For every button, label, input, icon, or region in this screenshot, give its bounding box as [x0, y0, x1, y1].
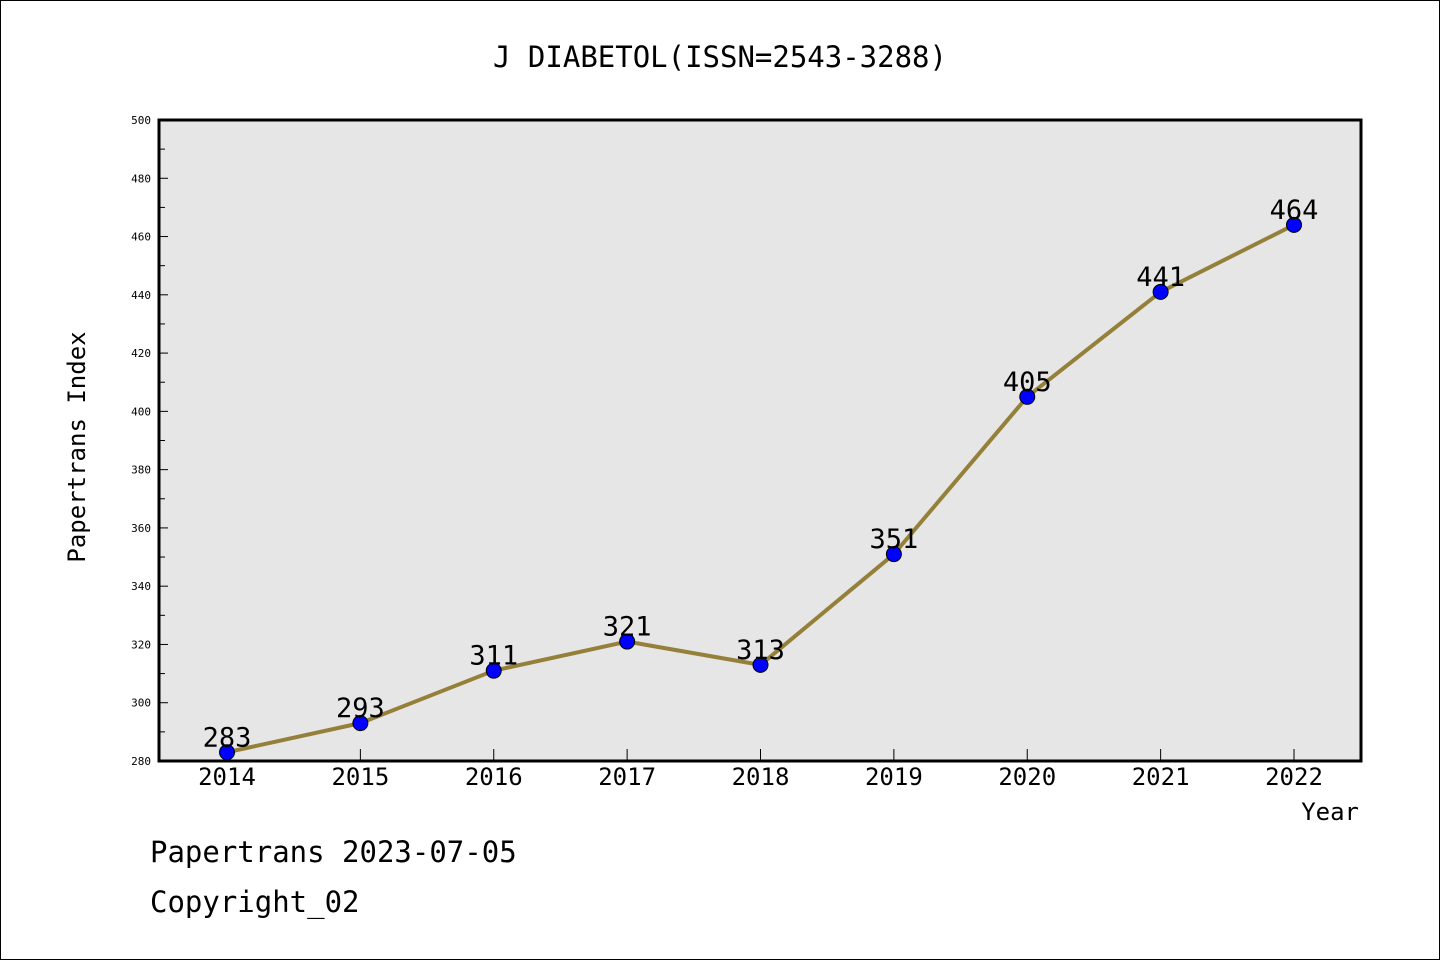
y-tick-label: 420	[131, 347, 151, 360]
data-point-marker	[752, 656, 769, 673]
data-label: 441	[1136, 262, 1185, 293]
data-label: 405	[1003, 367, 1052, 398]
y-tick-label: 340	[131, 580, 151, 593]
x-tick-label: 2015	[331, 763, 389, 791]
chart-title: J DIABETOL(ISSN=2543-3288)	[493, 40, 947, 74]
x-tick-label: 2014	[198, 763, 256, 791]
data-point-marker	[1286, 216, 1302, 233]
x-tick-label: 2019	[865, 763, 923, 791]
data-label: 311	[469, 641, 518, 672]
data-label: 313	[736, 635, 785, 666]
x-tick-label: 2016	[465, 763, 523, 791]
y-tick-label: 380	[131, 464, 151, 477]
y-tick-label: 360	[131, 522, 151, 535]
y-tick-label: 400	[131, 405, 151, 418]
data-point-marker	[1019, 388, 1036, 405]
y-tick-label: 500	[131, 114, 151, 127]
data-point-marker	[352, 715, 369, 732]
y-axis-label: Papertrans Index	[63, 331, 91, 562]
data-label: 321	[603, 612, 652, 643]
y-axis: 280 300 320 340 360 380 400 420 440 460 480 500	[131, 114, 168, 768]
x-axis-label: Year	[1301, 798, 1359, 826]
series-layer	[219, 216, 1302, 761]
source-date-text: Papertrans 2023-07-05	[150, 835, 517, 869]
data-point-marker	[485, 662, 502, 679]
data-point-marker	[219, 744, 235, 761]
x-tick-label: 2018	[732, 763, 790, 791]
y-tick-label: 320	[131, 638, 151, 651]
y-tick-label: 280	[131, 755, 151, 768]
y-tick-label: 480	[131, 172, 151, 185]
data-point-marker	[1152, 283, 1169, 300]
data-labels: 283 293 311 321 313 351 405 441 464	[203, 195, 1319, 753]
data-label: 464	[1270, 195, 1319, 226]
x-tick-label: 2022	[1265, 763, 1323, 791]
y-tick-label: 460	[131, 231, 151, 244]
data-label: 351	[869, 524, 918, 555]
y-tick-label: 440	[131, 289, 151, 302]
x-tick-label: 2017	[598, 763, 656, 791]
copyright-text: Copyright_02	[150, 885, 360, 919]
data-point-marker	[619, 633, 636, 650]
y-tick-label: 300	[131, 697, 151, 710]
x-axis: 2014 2015 2016 2017 2018 2019 2020 2021 2022	[198, 749, 1323, 791]
data-point-marker	[885, 546, 902, 563]
x-tick-label: 2020	[998, 763, 1056, 791]
data-label: 283	[203, 722, 252, 753]
x-tick-label: 2021	[1132, 763, 1190, 791]
plot-area	[157, 118, 1363, 763]
data-label: 293	[336, 693, 385, 724]
